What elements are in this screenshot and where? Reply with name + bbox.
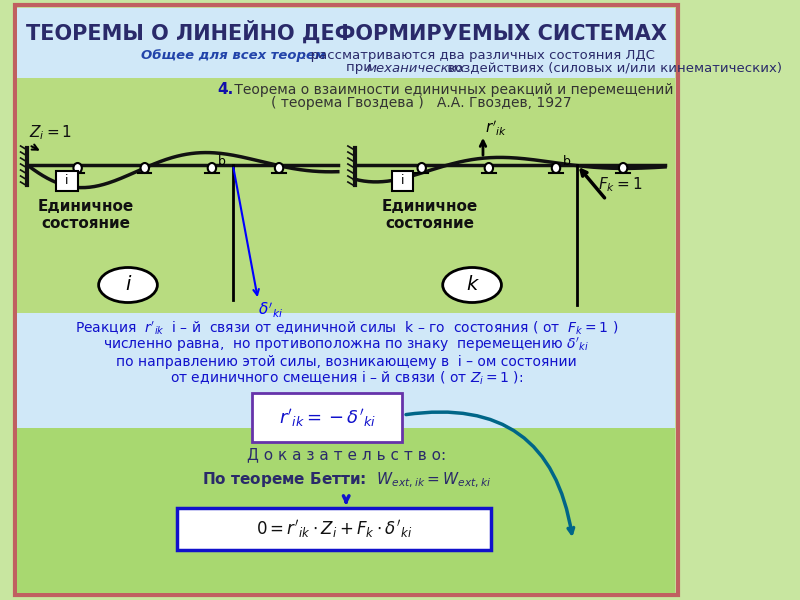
Text: $F_k=1$: $F_k=1$ [598, 176, 642, 194]
Text: $\delta'_{ki}$: $\delta'_{ki}$ [258, 301, 283, 320]
Circle shape [141, 163, 149, 173]
Text: $Z_i=1$: $Z_i=1$ [29, 124, 72, 142]
Circle shape [418, 163, 426, 173]
Text: Д о к а з а т е л ь с т в о:: Д о к а з а т е л ь с т в о: [246, 448, 446, 463]
Text: при: при [346, 61, 377, 74]
Text: i: i [126, 275, 130, 295]
Circle shape [485, 163, 493, 173]
Text: $r'_{ik}$: $r'_{ik}$ [485, 118, 507, 137]
Text: по направлению этой силы, возникающему в  i – ом состоянии: по направлению этой силы, возникающему в… [116, 355, 577, 369]
Circle shape [552, 163, 560, 173]
Text: от единичного смещения i – й связи ( от $Z_i = 1$ ):: от единичного смещения i – й связи ( от … [170, 369, 523, 386]
Text: ТЕОРЕМЫ О ЛИНЕЙНО ДЕФОРМИРУЕМЫХ СИСТЕМАХ: ТЕОРЕМЫ О ЛИНЕЙНО ДЕФОРМИРУЕМЫХ СИСТЕМАХ [26, 20, 666, 44]
FancyBboxPatch shape [14, 5, 678, 595]
FancyBboxPatch shape [18, 428, 675, 593]
Text: 4.: 4. [217, 82, 233, 97]
Text: $0 = r'_{ik} \cdot Z_i + F_k \cdot \delta'_{ki}$: $0 = r'_{ik} \cdot Z_i + F_k \cdot \delt… [255, 518, 412, 540]
FancyBboxPatch shape [18, 8, 675, 78]
Text: k: k [466, 275, 478, 295]
Ellipse shape [98, 268, 158, 302]
Text: b: b [218, 155, 226, 168]
Text: $r'_{ik} = -\delta'_{ki}$: $r'_{ik} = -\delta'_{ki}$ [279, 407, 376, 429]
Text: b: b [563, 155, 571, 168]
Text: i: i [401, 175, 404, 187]
Circle shape [208, 163, 216, 173]
Text: Единичное
состояние: Единичное состояние [382, 199, 478, 231]
FancyBboxPatch shape [177, 508, 490, 550]
Text: Реакция  $r'_{ik}$  i – й  связи от единичной силы  k – го  состояния ( от  $F_k: Реакция $r'_{ik}$ i – й связи от единичн… [74, 319, 618, 337]
FancyBboxPatch shape [18, 78, 675, 313]
Text: : рассматриваются два различных состояния ЛДС: : рассматриваются два различных состояни… [302, 49, 654, 62]
Text: воздействиях (силовых и/или кинематических): воздействиях (силовых и/или кинематическ… [442, 61, 782, 74]
Text: Общее для всех теорем: Общее для всех теорем [141, 49, 326, 62]
Text: По теореме Бетти:  $W_{ext,ik} = W_{ext,ki}$: По теореме Бетти: $W_{ext,ik} = W_{ext,k… [202, 470, 491, 490]
FancyBboxPatch shape [18, 313, 675, 428]
Text: i: i [65, 175, 69, 187]
Circle shape [619, 163, 627, 173]
Text: Единичное
состояние: Единичное состояние [38, 199, 134, 231]
Ellipse shape [442, 268, 502, 302]
FancyBboxPatch shape [252, 393, 402, 442]
Circle shape [74, 163, 82, 173]
Circle shape [275, 163, 283, 173]
FancyBboxPatch shape [391, 171, 414, 191]
Text: ( теорема Гвоздева )   А.А. Гвоздев, 1927: ( теорема Гвоздева ) А.А. Гвоздев, 1927 [270, 96, 571, 110]
Text: Теорема о взаимности единичных реакций и перемещений: Теорема о взаимности единичных реакций и… [230, 83, 674, 97]
Text: механических: механических [366, 61, 466, 74]
Text: численно равна,  но противоположна по знаку  перемещению $\delta'_{ki}$: численно равна, но противоположна по зна… [103, 336, 590, 354]
FancyBboxPatch shape [56, 171, 78, 191]
